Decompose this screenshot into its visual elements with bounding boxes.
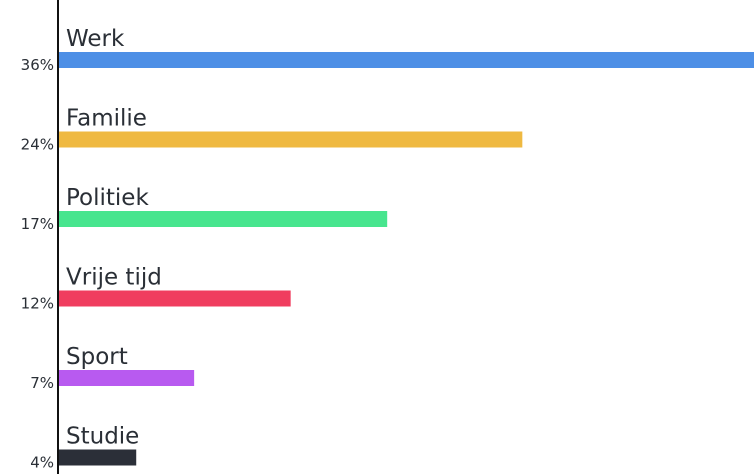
value-label-werk: 36% — [21, 56, 54, 74]
category-label-familie: Familie — [66, 106, 147, 132]
bars-layer: Werk 36% Familie 24% Politiek 17% Vrije tijd 12… — [21, 26, 754, 472]
value-label-sport: 7% — [30, 374, 54, 392]
bar-vrije-tijd — [59, 290, 291, 307]
category-label-studie: Studie — [66, 424, 139, 450]
bar-sport — [59, 370, 195, 386]
value-label-studie: 4% — [30, 454, 54, 472]
value-label-vrije-tijd: 12% — [21, 295, 54, 313]
value-label-familie: 24% — [21, 136, 54, 154]
category-label-werk: Werk — [66, 26, 125, 52]
bar-familie — [59, 131, 523, 148]
bar-werk — [59, 52, 754, 68]
category-label-sport: Sport — [66, 344, 128, 370]
category-label-vrije-tijd: Vrije tijd — [66, 265, 162, 291]
bar-studie — [59, 449, 137, 466]
bar-politiek — [59, 211, 388, 227]
value-label-politiek: 17% — [21, 215, 54, 233]
category-label-politiek: Politiek — [66, 185, 149, 211]
